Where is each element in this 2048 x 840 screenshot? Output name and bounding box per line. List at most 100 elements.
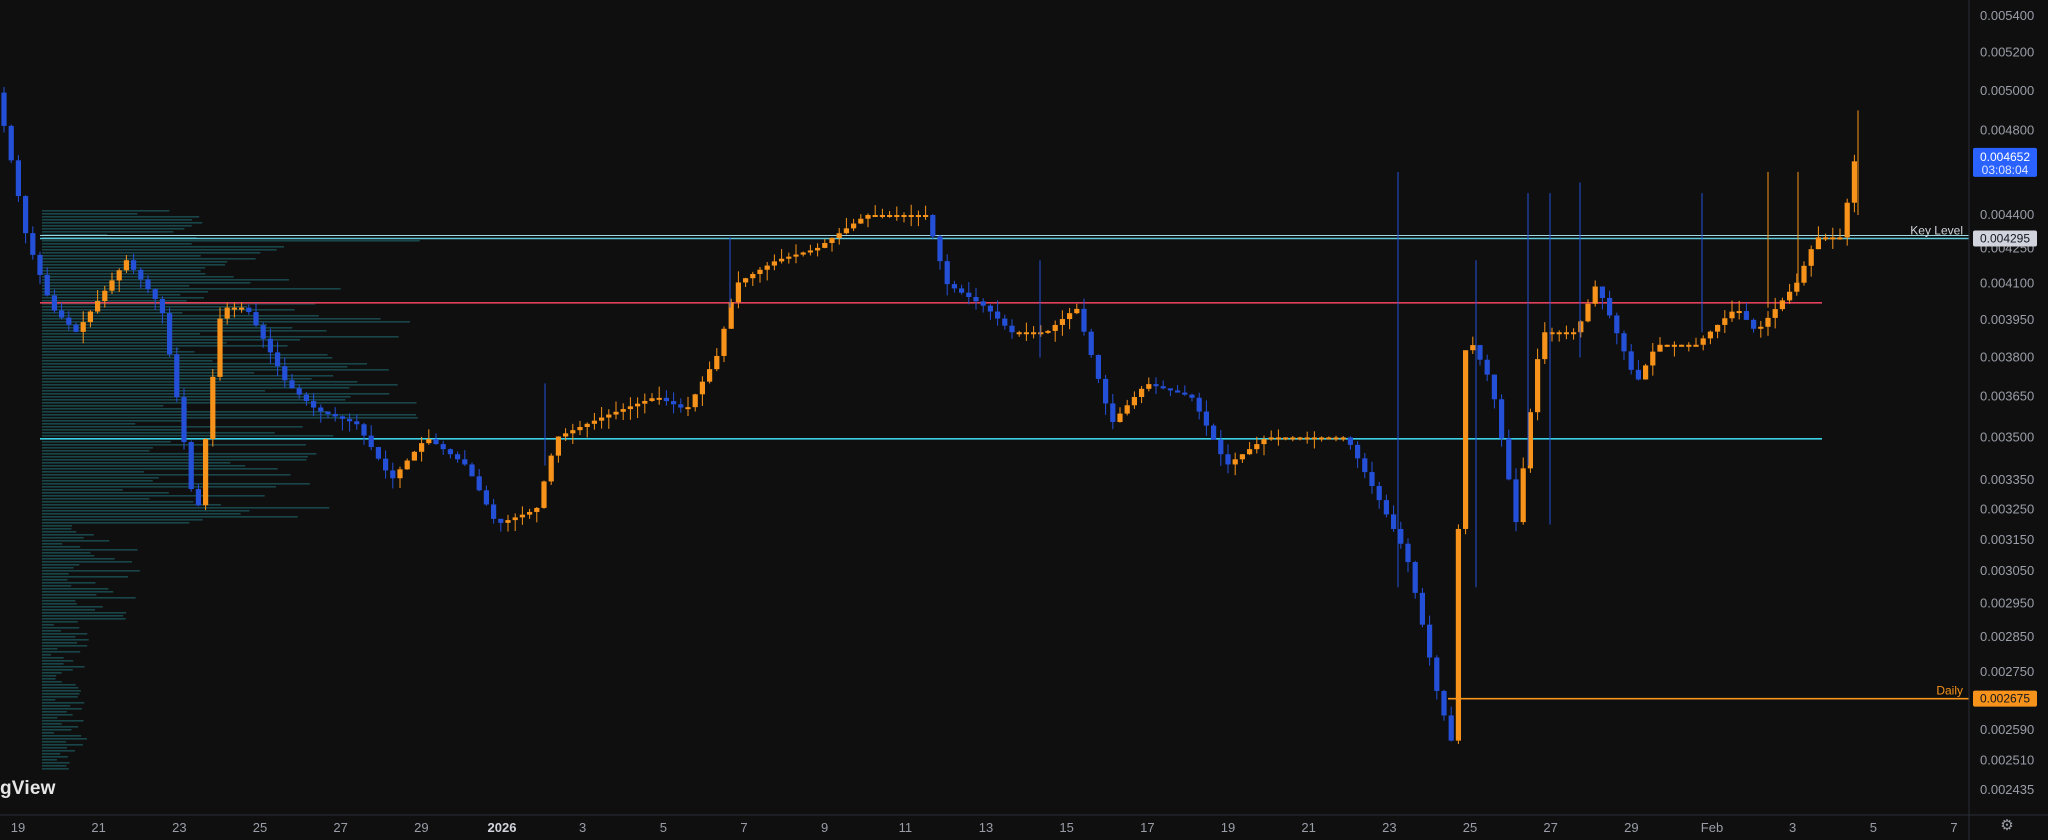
volume-profile-bar: [42, 726, 79, 728]
time-axis[interactable]: 19 21 23 25 27 29 2026 3 5 7 9 11 13 15 17 19 21 23 25 27 29…: [11, 820, 1958, 835]
candle-body: [1736, 311, 1742, 314]
candle-body: [1059, 319, 1065, 325]
price-tick-label: 0.003250: [1980, 501, 2034, 516]
candle-body: [807, 250, 813, 253]
volume-profile-bar: [42, 381, 358, 383]
price-tick-label: 0.005400: [1980, 8, 2034, 23]
volume-profile-bar: [42, 435, 334, 437]
candle-body: [1347, 437, 1353, 445]
volume-profile-bar: [42, 315, 319, 317]
volume-profile-bar: [42, 516, 298, 518]
candle-body: [908, 215, 914, 218]
candle-body: [375, 447, 381, 459]
candle-body: [1009, 325, 1015, 333]
candle-body: [1671, 344, 1677, 347]
candle-body: [1124, 405, 1130, 414]
time-tick-label: 27: [1543, 820, 1557, 835]
volume-profile-bar: [42, 372, 255, 374]
volume-profile-bar: [42, 618, 126, 620]
candle-body: [469, 464, 475, 477]
candle-body: [527, 511, 533, 515]
volume-profile-bar: [42, 375, 334, 377]
candle-body: [944, 261, 950, 285]
current-price-countdown: 03:08:04: [1982, 163, 2029, 177]
time-tick-label: 19: [1221, 820, 1235, 835]
candle-body: [1355, 444, 1361, 459]
volume-profile-bar: [42, 210, 170, 212]
candle-body: [959, 288, 965, 293]
candle-body: [1311, 437, 1317, 440]
candle-body: [966, 292, 972, 298]
volume-profile-bar: [42, 402, 417, 404]
price-axis[interactable]: 0.005400 0.005200 0.005000 0.004800 0.004400…: [1980, 8, 2034, 797]
candle-body: [1535, 359, 1541, 413]
candle-body: [1412, 562, 1418, 593]
price-tick-label: 0.003050: [1980, 563, 2034, 578]
candle-body: [1650, 351, 1656, 366]
volume-profile-bar: [42, 384, 398, 386]
candle-body: [800, 252, 806, 255]
candle-body: [721, 328, 727, 356]
volume-profile-bar: [42, 474, 291, 476]
settings-gear-icon[interactable]: ⚙: [2000, 817, 2014, 834]
candle-body: [73, 324, 79, 332]
candle-body: [318, 407, 324, 412]
candle-body: [339, 416, 345, 419]
volume-profile-bar: [42, 450, 150, 452]
volume-profile-bar: [42, 267, 206, 269]
candle-body: [325, 411, 331, 414]
candle-body: [1549, 332, 1555, 335]
price-tick-label: 0.002750: [1980, 664, 2034, 679]
candle-body: [548, 455, 554, 482]
candle-body: [433, 439, 439, 445]
volume-profile-bar: [42, 525, 72, 527]
candle-body: [1499, 399, 1505, 439]
candle-body: [419, 443, 425, 452]
volume-profile-bar: [42, 648, 58, 650]
candle-body: [167, 313, 173, 355]
volume-profile-bar: [42, 639, 89, 641]
volume-profile-bar: [42, 711, 67, 713]
candle-body: [188, 442, 194, 490]
volume-profile-bar: [42, 630, 62, 632]
candle-body: [1275, 437, 1281, 440]
candle-body: [915, 215, 921, 218]
candle-body: [980, 301, 986, 306]
volume-profile-bar: [42, 540, 110, 542]
candle-body: [289, 380, 295, 389]
price-tick-label: 0.002510: [1980, 753, 2034, 768]
time-tick-label: Feb: [1701, 820, 1723, 835]
candle-body: [555, 436, 561, 456]
candle-body: [771, 261, 777, 266]
volume-profile-bar: [42, 507, 330, 509]
candle-body: [23, 196, 29, 234]
candle-body: [37, 254, 43, 275]
price-tick-label: 0.002435: [1980, 782, 2034, 797]
volume-profile-bar: [42, 768, 69, 770]
candle-body: [1614, 315, 1620, 334]
candle-body: [426, 439, 432, 444]
time-tick-label: 13: [979, 820, 993, 835]
level-name-label: Key Level: [1910, 223, 1963, 237]
candle-body: [779, 258, 785, 262]
volume-profile-bar: [42, 669, 73, 671]
time-tick-label: 7: [740, 820, 747, 835]
candle-body: [1052, 324, 1058, 331]
volume-profile-bar: [42, 447, 153, 449]
volume-profile-bar: [42, 744, 83, 746]
volume-profile-bar: [42, 354, 328, 356]
volume-profile-bar: [42, 663, 64, 665]
candle-body: [1563, 332, 1569, 335]
volume-profile-bar: [42, 609, 96, 611]
candle-body: [1527, 412, 1533, 469]
candle-body: [1801, 265, 1807, 283]
candle-body: [1592, 286, 1598, 304]
volume-profile-bar: [42, 228, 185, 230]
candle-body: [1405, 543, 1411, 563]
candle-body: [1477, 345, 1483, 360]
candle-body: [1031, 332, 1037, 335]
volume-profile-bar: [42, 660, 74, 662]
volume-profile-bar: [42, 426, 303, 428]
candle-body: [95, 301, 101, 312]
